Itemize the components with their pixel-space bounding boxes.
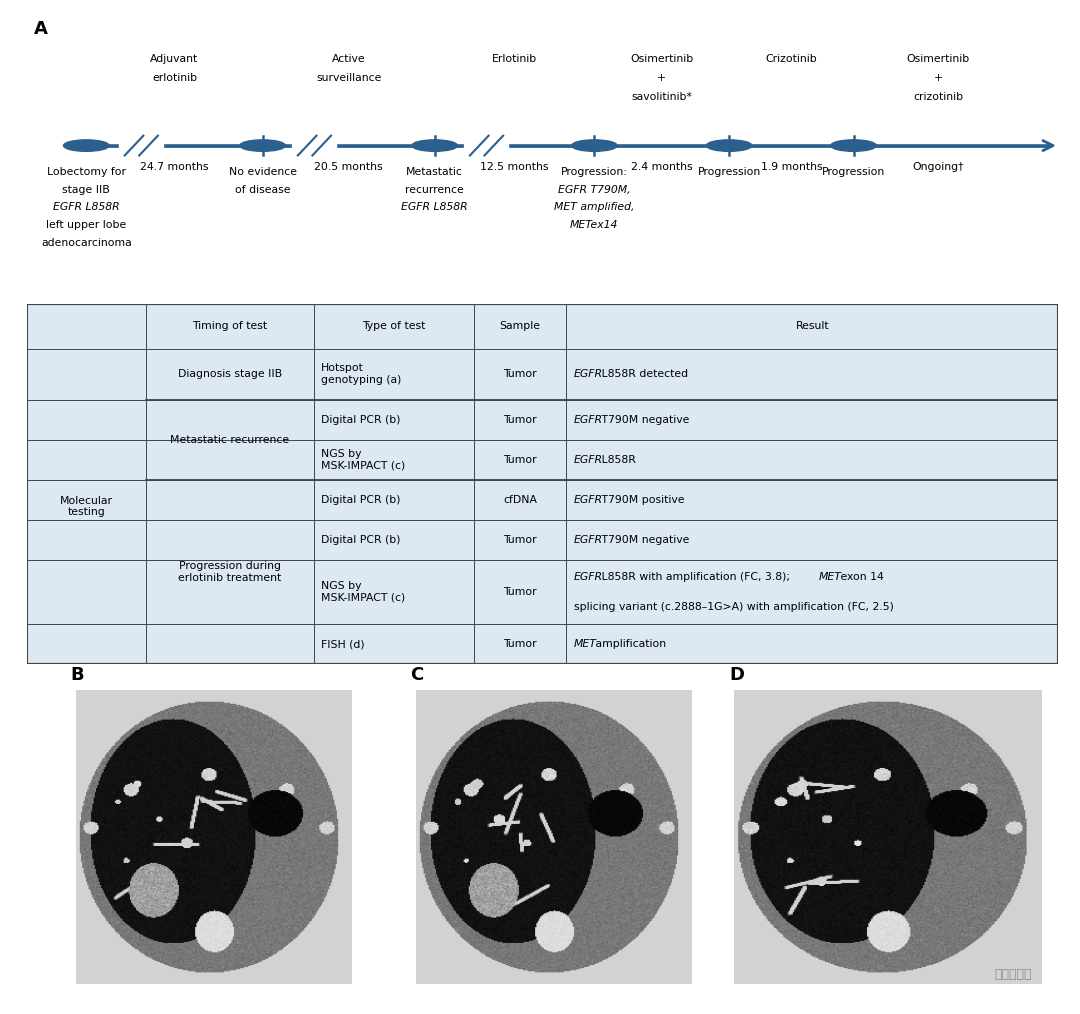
Text: surveillance: surveillance — [316, 73, 381, 83]
Text: Ongoing†: Ongoing† — [913, 162, 963, 171]
Text: 20.5 months: 20.5 months — [314, 162, 383, 171]
Text: Osimertinib: Osimertinib — [630, 55, 693, 64]
Text: Tumor: Tumor — [503, 454, 537, 464]
Text: Osimertinib: Osimertinib — [906, 55, 970, 64]
Text: Digital PCR (b): Digital PCR (b) — [321, 534, 401, 545]
Text: Progression: Progression — [822, 167, 886, 177]
Text: exon 14: exon 14 — [837, 572, 883, 582]
Text: Metastatic: Metastatic — [406, 167, 463, 177]
Circle shape — [831, 140, 876, 151]
Text: Crizotinib: Crizotinib — [766, 55, 818, 64]
Text: splicing variant (c.2888–1G>A) with amplification (FC, 2.5): splicing variant (c.2888–1G>A) with ampl… — [573, 601, 893, 611]
Text: No evidence: No evidence — [229, 167, 297, 177]
Text: Hotspot
genotyping (a): Hotspot genotyping (a) — [321, 363, 402, 385]
Text: Type of test: Type of test — [362, 321, 426, 332]
Text: cfDNA: cfDNA — [503, 495, 537, 505]
Text: 24.7 months: 24.7 months — [140, 162, 208, 171]
Text: adenocarcinoma: adenocarcinoma — [41, 238, 132, 247]
Text: 2.4 months: 2.4 months — [631, 162, 692, 171]
Text: Tumor: Tumor — [503, 369, 537, 379]
Text: Metastatic recurrence: Metastatic recurrence — [171, 435, 289, 445]
Text: Molecular
testing: Molecular testing — [59, 496, 112, 517]
Text: B: B — [70, 666, 84, 684]
Text: T790M negative: T790M negative — [597, 534, 689, 545]
Text: T790M positive: T790M positive — [597, 495, 684, 505]
Text: 12.5 months: 12.5 months — [481, 162, 549, 171]
Text: recurrence: recurrence — [405, 185, 464, 195]
Text: L858R detected: L858R detected — [597, 369, 688, 379]
Text: METex14: METex14 — [570, 220, 619, 230]
Text: MET amplified,: MET amplified, — [554, 203, 635, 212]
Text: NGS by
MSK-IMPACT (c): NGS by MSK-IMPACT (c) — [321, 449, 405, 470]
Text: C: C — [410, 666, 423, 684]
Text: crizotinib: crizotinib — [913, 92, 963, 101]
Text: MET: MET — [819, 572, 841, 582]
Text: EGFR T790M,: EGFR T790M, — [558, 185, 631, 195]
Text: EGFR: EGFR — [573, 369, 603, 379]
Circle shape — [571, 140, 617, 151]
Text: Progression: Progression — [698, 167, 760, 177]
Text: 基因药物汇: 基因药物汇 — [994, 967, 1031, 981]
Text: Tumor: Tumor — [503, 534, 537, 545]
Text: +: + — [657, 73, 666, 83]
Text: EGFR L858R: EGFR L858R — [53, 203, 120, 212]
Text: +: + — [933, 73, 943, 83]
Text: left upper lobe: left upper lobe — [46, 220, 126, 230]
Text: Tumor: Tumor — [503, 639, 537, 649]
Text: erlotinib: erlotinib — [152, 73, 197, 83]
Text: EGFR: EGFR — [573, 415, 603, 425]
Text: A: A — [33, 20, 48, 39]
Text: EGFR: EGFR — [573, 454, 603, 464]
Text: EGFR: EGFR — [573, 495, 603, 505]
Text: T790M negative: T790M negative — [597, 415, 689, 425]
Text: 1.9 months: 1.9 months — [760, 162, 822, 171]
Text: of disease: of disease — [234, 185, 291, 195]
Text: Result: Result — [796, 321, 829, 332]
Text: Active: Active — [332, 55, 365, 64]
Text: Tumor: Tumor — [503, 587, 537, 597]
Text: Digital PCR (b): Digital PCR (b) — [321, 415, 401, 425]
Text: NGS by
MSK-IMPACT (c): NGS by MSK-IMPACT (c) — [321, 581, 405, 602]
Text: Tumor: Tumor — [503, 415, 537, 425]
Text: FISH (d): FISH (d) — [321, 639, 365, 649]
Text: Digital PCR (b): Digital PCR (b) — [321, 495, 401, 505]
Circle shape — [706, 140, 752, 151]
Circle shape — [240, 140, 285, 151]
Circle shape — [64, 140, 109, 151]
Text: Timing of test: Timing of test — [192, 321, 267, 332]
Text: Erlotinib: Erlotinib — [491, 55, 537, 64]
Text: Progression:: Progression: — [561, 167, 627, 177]
Text: D: D — [729, 666, 744, 684]
Text: L858R: L858R — [597, 454, 635, 464]
Text: Sample: Sample — [500, 321, 540, 332]
Text: Diagnosis stage IIB: Diagnosis stage IIB — [177, 369, 282, 379]
Text: savolitinib*: savolitinib* — [632, 92, 692, 101]
Text: L858R with amplification (FC, 3.8);: L858R with amplification (FC, 3.8); — [597, 572, 793, 582]
Text: stage IIB: stage IIB — [63, 185, 110, 195]
Circle shape — [411, 140, 458, 151]
Text: EGFR L858R: EGFR L858R — [402, 203, 468, 212]
Text: Adjuvant: Adjuvant — [150, 55, 199, 64]
Text: Progression during
erlotinib treatment: Progression during erlotinib treatment — [178, 561, 281, 583]
Text: Lobectomy for: Lobectomy for — [46, 167, 125, 177]
Text: amplification: amplification — [592, 639, 665, 649]
Text: EGFR: EGFR — [573, 572, 603, 582]
Text: EGFR: EGFR — [573, 534, 603, 545]
Text: MET: MET — [573, 639, 596, 649]
